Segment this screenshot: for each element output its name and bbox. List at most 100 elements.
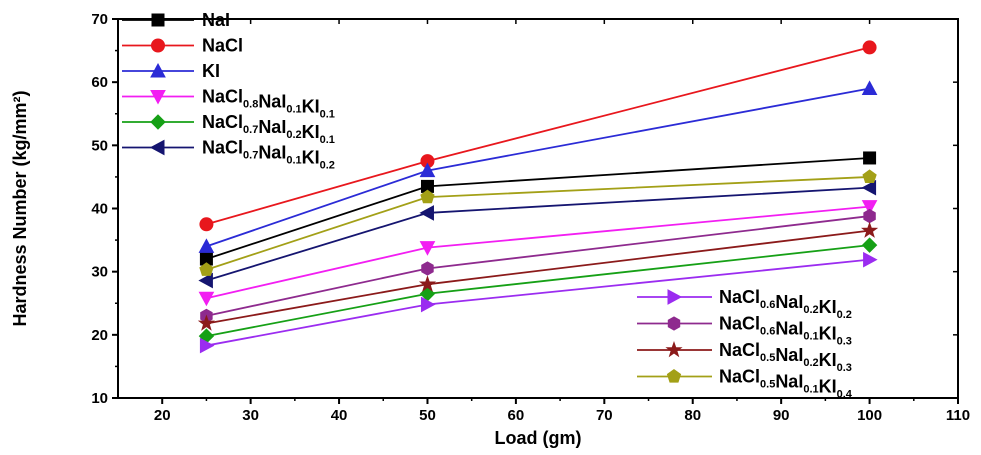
legend-label-main: KI	[819, 350, 837, 370]
legend-marker	[149, 139, 165, 156]
series-nacl0-7nai0-1ki0-2	[198, 179, 877, 289]
legend-label-subscript: 0.1	[803, 331, 818, 343]
legend-bottom-right: NaCl0.6NaI0.2KI0.2NaCl0.6NaI0.1KI0.3NaCl…	[637, 287, 853, 401]
legend-label-main: KI	[202, 61, 220, 81]
x-tick-label: 20	[154, 407, 171, 424]
x-tick-label: 90	[773, 407, 790, 424]
legend-label-main: NaI	[775, 319, 803, 339]
data-point	[861, 179, 877, 196]
legend-label-main: NaCl	[202, 112, 243, 132]
series-nacl0-6nai0-2ki0-2	[199, 251, 878, 354]
legend-entry: NaCl0.5NaI0.1KI0.4	[637, 367, 853, 401]
legend-label-subscript: 0.2	[286, 129, 301, 141]
data-point	[198, 291, 215, 307]
x-tick-label: 70	[596, 407, 613, 424]
data-point	[863, 151, 877, 165]
legend-label-main: NaI	[775, 372, 803, 392]
data-point	[419, 205, 434, 221]
legend-label-main: NaCl	[719, 314, 760, 334]
legend-label-subscript: 0.2	[803, 357, 818, 369]
data-point	[419, 241, 436, 256]
legend-label-subscript: 0.3	[837, 362, 852, 374]
legend-label-subscript: 0.8	[243, 99, 258, 111]
data-point	[862, 169, 877, 183]
data-point	[420, 296, 436, 313]
y-tick-label: 30	[91, 264, 108, 281]
x-tick-label: 60	[508, 407, 525, 424]
legend-marker	[667, 316, 681, 331]
legend-label-main: NaCl	[719, 367, 760, 387]
data-point	[197, 314, 216, 331]
data-point	[862, 40, 877, 55]
data-point	[863, 208, 876, 224]
data-point	[861, 200, 878, 215]
legend-label-main: NaCl	[202, 87, 243, 107]
data-point	[861, 237, 878, 253]
y-tick-label: 50	[91, 137, 108, 154]
legend-label-main: KI	[302, 122, 320, 142]
data-point	[418, 275, 437, 292]
series-nacl0-5nai0-1ki0-4	[199, 169, 877, 276]
legend-label-main: KI	[302, 148, 320, 168]
series-nacl	[199, 40, 877, 232]
data-point	[420, 189, 435, 204]
legend-label-subscript: 0.7	[243, 124, 258, 136]
x-tick-label: 80	[684, 407, 701, 424]
x-tick-label: 50	[419, 407, 436, 424]
legend-label-main: NaCl	[202, 36, 243, 56]
legend-label-main: NaI	[775, 292, 803, 312]
legend-label: NaCl0.5NaI0.1KI0.4	[719, 367, 853, 401]
legend-label-main: NaI	[258, 92, 286, 112]
legend-label-main: NaI	[258, 117, 286, 137]
y-tick-label: 70	[91, 11, 108, 28]
y-tick-label: 20	[91, 327, 108, 344]
legend-label-subscript: 0.1	[286, 104, 301, 116]
legend-label-main: KI	[819, 324, 837, 344]
legend-label-subscript: 0.1	[803, 384, 818, 396]
legend-entry: NaCl0.6NaI0.2KI0.2	[637, 287, 852, 321]
legend-label-main: NaCl	[719, 287, 760, 307]
legend-entry: NaCl	[122, 36, 243, 56]
legend-entry: NaCl0.5NaI0.2KI0.3	[637, 340, 852, 374]
series-nacl0-5nai0-2ki0-3	[197, 221, 879, 331]
legend-entry: NaCl0.7NaI0.2KI0.1	[122, 112, 335, 146]
legend-top-left: NaINaClKINaCl0.8NaI0.1KI0.1NaCl0.7NaI0.2…	[122, 10, 335, 172]
legend-label-subscript: 0.1	[320, 134, 335, 146]
legend-label-subscript: 0.2	[837, 309, 852, 321]
legend-label: NaCl0.6NaI0.2KI0.2	[719, 287, 852, 321]
legend-entry: NaCl0.7NaI0.1KI0.2	[122, 138, 335, 172]
legend-label-subscript: 0.1	[320, 109, 335, 121]
legend-label: NaCl0.7NaI0.1KI0.2	[202, 138, 335, 172]
legend-marker	[666, 368, 682, 383]
legend-label: NaCl0.8NaI0.1KI0.1	[202, 87, 335, 121]
data-point	[861, 80, 878, 95]
series-ki	[198, 80, 878, 253]
data-point	[419, 162, 436, 178]
legend-entry: KI	[122, 61, 220, 81]
data-point	[421, 261, 434, 276]
series-line	[206, 244, 870, 337]
x-tick-label: 100	[857, 407, 882, 424]
legend-label-subscript: 0.2	[320, 160, 335, 172]
legend-label-main: NaCl	[719, 340, 760, 360]
legend-label-main: NaI	[202, 10, 230, 30]
legend-label-main: KI	[302, 97, 320, 117]
x-tick-label: 30	[242, 407, 259, 424]
legend-label: NaCl0.5NaI0.2KI0.3	[719, 340, 852, 374]
legend-label-subscript: 0.7	[243, 150, 258, 162]
series-nai	[199, 151, 877, 266]
series-nacl0-8nai0-1ki0-1	[198, 200, 878, 307]
legend-marker	[151, 13, 165, 27]
legend-label: KI	[202, 61, 220, 81]
legend-label-subscript: 0.5	[760, 379, 775, 391]
data-point	[860, 221, 879, 238]
y-tick-label: 10	[91, 390, 108, 407]
x-tick-label: 110	[946, 407, 970, 424]
legend-marker	[667, 289, 683, 305]
series-line	[206, 205, 870, 300]
data-point	[198, 272, 213, 289]
y-tick-label: 60	[91, 74, 108, 91]
legend-label: NaI	[202, 10, 230, 30]
legend-label-subscript: 0.2	[803, 304, 818, 316]
